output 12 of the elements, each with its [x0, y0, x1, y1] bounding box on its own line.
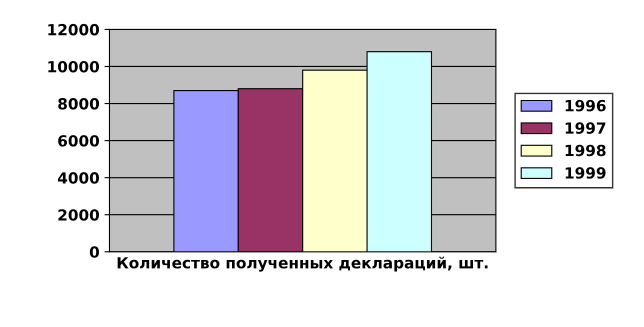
legend-label: 1998 — [566, 144, 606, 156]
y-tick-label: 10000 — [48, 60, 100, 73]
legend-label: 1999 — [566, 167, 606, 179]
y-tick-label: 4000 — [58, 172, 100, 184]
y-tick-label: 2000 — [58, 209, 100, 221]
y-tick-label: 12000 — [48, 24, 100, 36]
legend-label: 1997 — [566, 122, 606, 134]
y-tick-label: 0 — [90, 246, 100, 258]
y-tick-label: 6000 — [58, 135, 100, 147]
legend-label: 1996 — [566, 100, 606, 112]
y-tick-label: 8000 — [58, 98, 100, 110]
x-tick-label: Количество полученных деклараций, шт. — [118, 256, 488, 272]
